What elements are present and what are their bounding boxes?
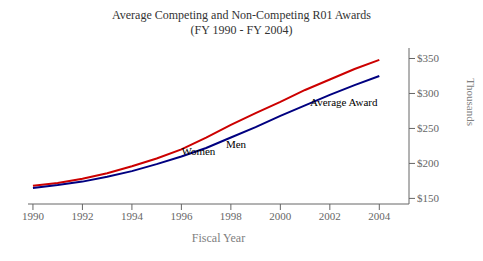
svg-text:Fiscal Year: Fiscal Year — [192, 231, 245, 245]
svg-text:2004: 2004 — [368, 210, 391, 222]
svg-text:Average Award: Average Award — [310, 96, 378, 108]
svg-text:Men: Men — [226, 138, 247, 150]
svg-text:1994: 1994 — [121, 210, 144, 222]
svg-text:Thousands: Thousands — [465, 78, 475, 126]
svg-text:1992: 1992 — [71, 210, 93, 222]
svg-text:1990: 1990 — [22, 210, 45, 222]
svg-text:1998: 1998 — [220, 210, 243, 222]
html-text:(FY 1990 - FY 2004): (FY 1990 - FY 2004) — [190, 23, 293, 37]
html-text:Average Competing and Non-Comp: Average Competing and Non-Competing R01 … — [112, 8, 371, 22]
svg-text:Women: Women — [181, 145, 215, 157]
svg-text:2002: 2002 — [319, 210, 341, 222]
svg-text:$150: $150 — [417, 192, 440, 204]
svg-text:$300: $300 — [417, 87, 440, 99]
svg-text:$350: $350 — [417, 52, 440, 64]
svg-text:2000: 2000 — [269, 210, 292, 222]
svg-text:$250: $250 — [417, 122, 440, 134]
svg-text:$200: $200 — [417, 157, 440, 169]
svg-text:1996: 1996 — [170, 210, 193, 222]
